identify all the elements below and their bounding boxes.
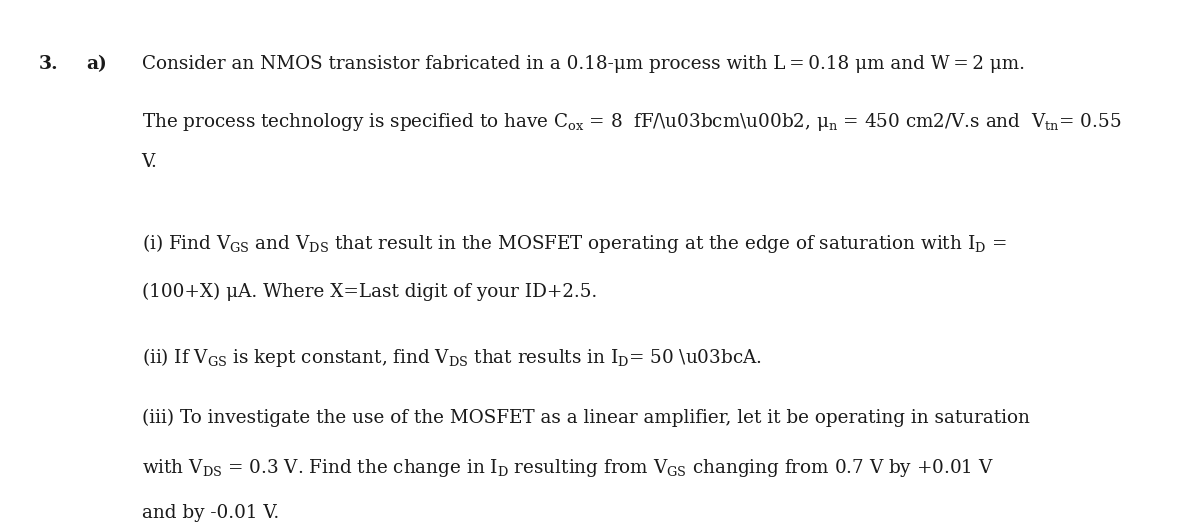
Text: with $\mathregular{V_{DS}}$ = 0.3 V. Find the change in $\mathregular{I_D}$ resu: with $\mathregular{V_{DS}}$ = 0.3 V. Fin… bbox=[142, 457, 994, 479]
Text: (100+X) μA. Where X=Last digit of your ID+2.5.: (100+X) μA. Where X=Last digit of your I… bbox=[142, 282, 596, 301]
Text: (ii) If $\mathregular{V_{GS}}$ is kept constant, find $\mathregular{V_{DS}}$ tha: (ii) If $\mathregular{V_{GS}}$ is kept c… bbox=[142, 346, 761, 369]
Text: 3.: 3. bbox=[38, 55, 58, 73]
Text: a): a) bbox=[86, 55, 107, 73]
Text: (iii) To investigate the use of the MOSFET as a linear amplifier, let it be oper: (iii) To investigate the use of the MOSF… bbox=[142, 409, 1030, 428]
Text: The process technology is specified to have $\mathregular{C_{ox}}$ = 8  fF/\u03b: The process technology is specified to h… bbox=[142, 111, 1121, 133]
Text: (i) Find $\mathregular{V_{GS}}$ and $\mathregular{V_{DS}}$ that result in the MO: (i) Find $\mathregular{V_{GS}}$ and $\ma… bbox=[142, 232, 1006, 256]
Text: V.: V. bbox=[142, 153, 157, 171]
Text: Consider an NMOS transistor fabricated in a 0.18-μm process with L = 0.18 μm and: Consider an NMOS transistor fabricated i… bbox=[142, 55, 1025, 73]
Text: and by -0.01 V.: and by -0.01 V. bbox=[142, 504, 278, 522]
